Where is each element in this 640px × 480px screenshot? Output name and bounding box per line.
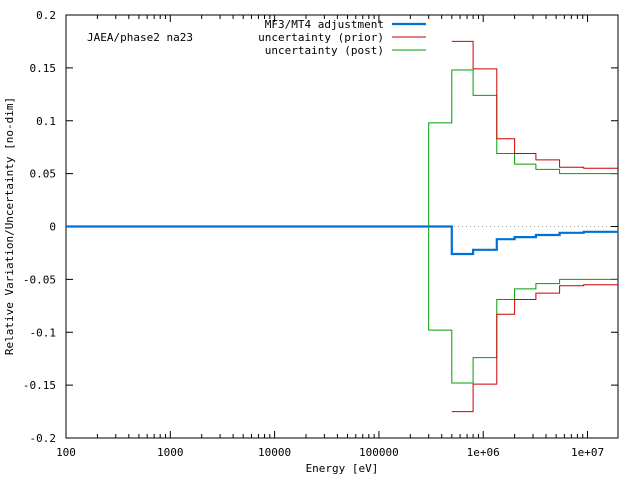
y-axis-label: Relative Variation/Uncertainty [no-dim] (3, 97, 16, 355)
y-tick-label: 0 (49, 221, 56, 234)
y-tick-label: -0.05 (23, 273, 56, 286)
x-tick-label: 100 (56, 446, 76, 459)
y-tick-label: 0.1 (36, 115, 56, 128)
series-line-mf3-mt4-adjustment (66, 225, 618, 256)
y-tick-label: -0.2 (30, 432, 57, 445)
legend-label-uncertainty-prior: uncertainty (prior) (258, 31, 384, 44)
chart-annotation: JAEA/phase2 na23 (87, 31, 193, 44)
series-line-uncertainty-prior-lower (451, 284, 618, 413)
y-tick-label: 0.2 (36, 9, 56, 22)
series-line-uncertainty-prior-upper (451, 40, 618, 169)
x-axis-label: Energy [eV] (306, 462, 379, 475)
y-tick-label: -0.15 (23, 379, 56, 392)
series-line-uncertainty-post-upper (66, 69, 618, 227)
legend-label-uncertainty-post: uncertainty (post) (265, 44, 384, 57)
x-tick-label: 1e+06 (467, 446, 500, 459)
y-tick-label: 0.15 (30, 62, 57, 75)
x-tick-label: 100000 (359, 446, 399, 459)
x-tick-label: 1000 (157, 446, 184, 459)
series-line-uncertainty-post-lower (66, 226, 618, 384)
legend-label-mf3-mt4-adjustment: MF3/MT4 adjustment (265, 18, 384, 31)
x-tick-label: 1e+07 (571, 446, 604, 459)
y-tick-label: 0.05 (30, 168, 57, 181)
x-tick-label: 10000 (258, 446, 291, 459)
y-tick-label: -0.1 (30, 326, 57, 339)
